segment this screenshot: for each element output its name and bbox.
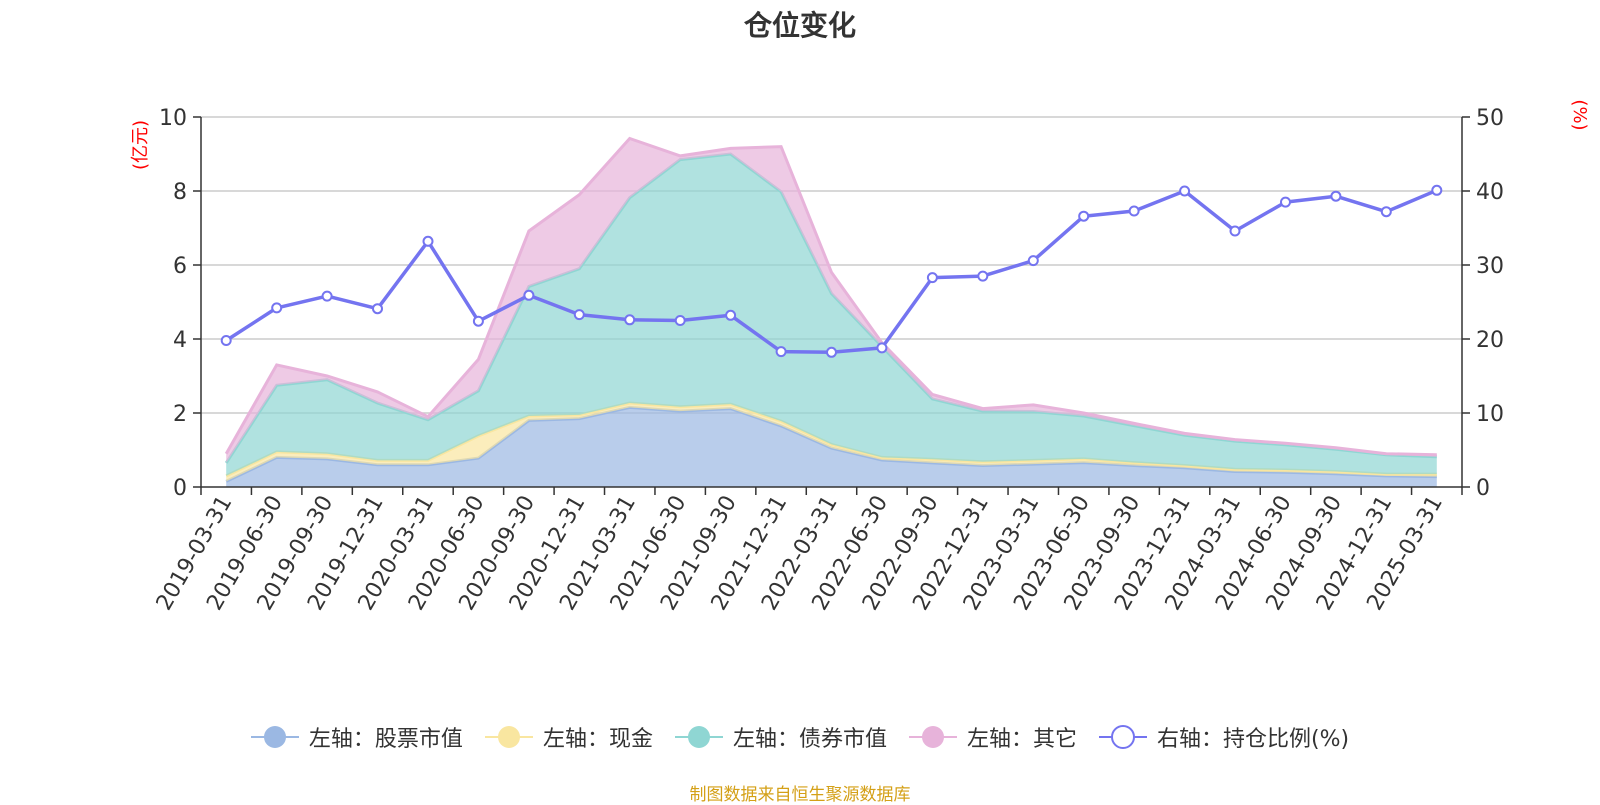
legend-bond-icon: [674, 726, 723, 748]
left-axis-unit-label: (亿元): [130, 120, 151, 170]
ratio-point: [826, 346, 837, 358]
legend-cash-label: 左轴：现金: [542, 727, 653, 752]
legend-item-other[interactable]: 左轴：其它: [908, 721, 1077, 753]
ratio-point: [674, 315, 686, 326]
ratio-point: [321, 290, 333, 302]
legend-ratio-dot: [1110, 725, 1135, 749]
ratio-point: [1027, 255, 1039, 267]
legend-bond-label: 左轴：债券市值: [732, 727, 887, 752]
left-axis-tick-label: 10: [159, 106, 187, 131]
legend-cash-icon: [484, 726, 533, 748]
ratio-point: [1078, 210, 1090, 222]
bond-area: [226, 154, 1437, 476]
ratio-point: [624, 314, 636, 326]
ratio-point: [1229, 225, 1241, 237]
ratio-point: [1179, 185, 1191, 197]
legend-ratio-label: 右轴：持仓比例(%): [1156, 727, 1350, 752]
data-source-note: 制图数据来自恒生聚源数据库: [689, 785, 911, 805]
chart-title: 仓位变化: [743, 9, 856, 42]
legend-other-label: 左轴：其它: [966, 727, 1077, 752]
ratio-point: [775, 346, 787, 358]
ratio-point: [523, 289, 535, 301]
ratio-point: [220, 335, 232, 346]
ratio-point: [1431, 184, 1443, 196]
ratio-point: [1128, 205, 1140, 217]
ratio-point: [573, 309, 585, 321]
ratio-point: [1280, 196, 1291, 208]
right-axis-unit-label: (%): [1569, 99, 1590, 130]
right-axis-tick-label: 30: [1476, 254, 1504, 279]
ratio-point: [876, 342, 888, 354]
legend-item-cash[interactable]: 左轴：现金: [484, 721, 653, 753]
ratio-point: [422, 235, 434, 247]
legend-other-dot: [921, 726, 944, 748]
right-axis-tick-label: 40: [1476, 180, 1504, 205]
right-axis-tick-label: 10: [1476, 402, 1504, 427]
left-axis-tick-label: 0: [173, 476, 187, 501]
legend: 左轴：股票市值 左轴：现金 左轴：债券市值 左轴：其它 右轴：持仓比例(%): [0, 721, 1600, 753]
ratio-point: [1380, 206, 1392, 218]
legend-item-ratio[interactable]: 右轴：持仓比例(%): [1098, 721, 1350, 753]
legend-other-icon: [908, 726, 957, 748]
legend-stock-label: 左轴：股票市值: [308, 727, 463, 752]
legend-stock-icon: [250, 726, 299, 748]
ratio-point: [372, 303, 383, 315]
right-axis-tick-label: 0: [1476, 476, 1490, 501]
right-axis-tick-label: 50: [1476, 106, 1504, 131]
stock-area: [226, 407, 1437, 487]
legend-cash-dot: [497, 726, 520, 748]
legend-item-bond[interactable]: 左轴：债券市值: [674, 721, 887, 753]
ratio-point: [1330, 190, 1342, 202]
legend-ratio-icon: [1098, 725, 1147, 749]
ratio-point: [472, 315, 484, 327]
left-axis-tick-label: 2: [173, 402, 187, 427]
legend-stock-dot: [263, 726, 286, 748]
legend-bond-dot: [687, 726, 710, 748]
legend-item-stock[interactable]: 左轴：股票市值: [250, 721, 463, 753]
ratio-point: [271, 302, 283, 314]
right-axis-tick-label: 20: [1476, 328, 1504, 353]
left-axis-tick-label: 8: [173, 180, 187, 205]
left-axis-tick-label: 6: [173, 254, 187, 279]
left-axis-tick-label: 4: [173, 328, 187, 353]
ratio-point: [725, 309, 737, 321]
ratio-point: [977, 270, 989, 282]
ratio-point: [926, 272, 938, 284]
other-area-edge: [224, 136, 1437, 457]
